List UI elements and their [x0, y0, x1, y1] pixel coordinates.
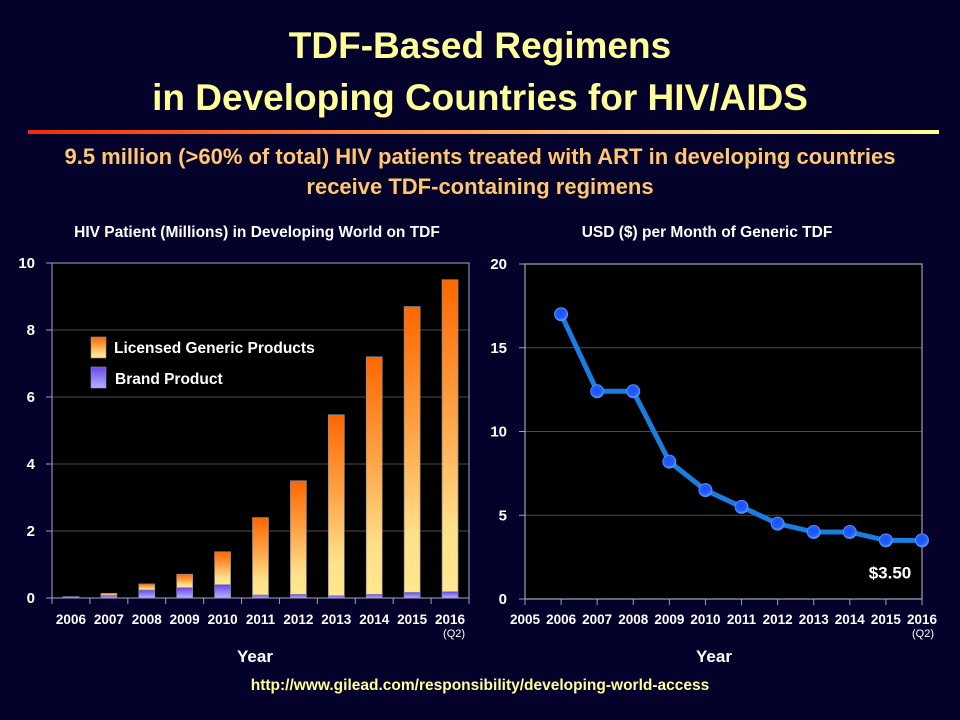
x-tick-label: 2009 [170, 612, 200, 627]
y-tick-label: 2 [27, 523, 35, 540]
subtitle-line2: receive TDF-containing regimens [306, 174, 654, 199]
slide-title-line1: TDF-Based Regimens [288, 25, 672, 66]
x-tick-label: 2015 [871, 612, 902, 627]
bar-segment-generic [327, 414, 345, 597]
price-annotation: $3.50 [869, 563, 912, 582]
data-point [590, 384, 605, 399]
bar-chart: HIV Patient (Millions) in Developing Wor… [18, 224, 470, 666]
data-point [554, 307, 569, 322]
x-tick-label: 2013 [799, 612, 830, 627]
y-tick-label: 4 [27, 456, 36, 473]
y-tick-label: 10 [18, 255, 35, 272]
x-tick-label: 2011 [727, 612, 757, 627]
line-gridlines [525, 347, 922, 516]
y-tick-label: 8 [27, 322, 35, 339]
y-tick-label: 0 [27, 590, 35, 607]
bar-segment-generic [441, 279, 459, 592]
bar-segment-generic [365, 356, 383, 595]
x-tick-label: 2010 [208, 612, 238, 627]
y-tick-label: 5 [499, 507, 507, 524]
data-point [662, 454, 677, 469]
x-tick-sublabel: (Q2) [443, 628, 465, 640]
title-divider [28, 130, 939, 134]
x-tick-label: 2005 [510, 612, 541, 627]
x-tick-label: 2009 [654, 612, 684, 627]
bar-segment-brand [100, 594, 118, 599]
bar-series [62, 279, 459, 599]
data-point [806, 525, 821, 539]
bar-segment-brand [214, 584, 231, 599]
bar-segment-brand [365, 593, 383, 599]
bar-segment-generic [100, 592, 118, 596]
bar-x-axis: 2006 2007 2008 2009 2010 2011 2012 2013 2014 2015… [51, 598, 470, 640]
legend-swatch-generic [90, 336, 107, 359]
legend-label-brand: Brand Product [115, 371, 223, 388]
x-tick-sublabel: (Q2) [912, 628, 934, 640]
x-tick-label: 2015 [397, 612, 428, 627]
x-tick-label: 2007 [582, 612, 612, 627]
bar-segment-brand [441, 591, 459, 599]
x-tick-label: 2016 [907, 612, 938, 627]
bar-segment-generic [176, 573, 194, 588]
data-point [770, 516, 785, 531]
x-tick-label: 2014 [835, 612, 866, 627]
bar-segment-brand [252, 594, 269, 599]
bar-segment-generic [252, 517, 269, 596]
line-x-axis: 2005 2006 2007 2008 2009 2010 2011 2012 2013 2014… [510, 598, 938, 640]
legend-label-generic: Licensed Generic Products [114, 340, 315, 357]
bar-segment-generic [214, 551, 231, 585]
bar-segment-generic [62, 596, 80, 598]
x-tick-label: 2008 [618, 612, 649, 627]
data-point [698, 483, 713, 498]
y-tick-label: 6 [27, 389, 35, 406]
y-tick-label: 15 [490, 340, 507, 357]
bar-segment-generic [138, 583, 156, 591]
bar-segment-generic [403, 306, 421, 593]
bar-chart-title: HIV Patient (Millions) in Developing Wor… [74, 224, 440, 241]
y-tick-label: 10 [490, 424, 507, 441]
source-url[interactable]: http://www.gilead.com/responsibility/dev… [250, 677, 710, 694]
line-series [554, 307, 929, 548]
bar-segment-generic [290, 480, 307, 595]
x-tick-label: 2012 [763, 612, 793, 627]
x-tick-label: 2011 [246, 612, 276, 627]
line-chart: USD ($) per Month of Generic TDF 0 5 10 15 2… [490, 224, 937, 666]
x-tick-label: 2010 [690, 612, 720, 627]
bar-y-axis: 0 2 4 6 8 10 [18, 255, 52, 607]
bar-segment-brand [290, 593, 307, 599]
line-plot-border [525, 263, 923, 599]
data-point [842, 525, 857, 539]
slide-title-line2: in Developing Countries for HIV/AIDS [152, 77, 808, 118]
bar-segment-brand [403, 591, 421, 599]
data-point [878, 533, 893, 548]
x-tick-label: 2006 [546, 612, 577, 627]
legend-swatch-brand [90, 366, 107, 389]
bar-segment-brand [327, 595, 345, 599]
data-point [915, 533, 929, 548]
y-tick-label: 0 [499, 591, 507, 608]
y-tick-label: 20 [490, 256, 507, 273]
x-tick-label: 2014 [359, 612, 390, 627]
subtitle-line1: 9.5 million (>60% of total) HIV patients… [64, 144, 896, 169]
line-chart-title: USD ($) per Month of Generic TDF [582, 224, 833, 241]
bar-segment-brand [138, 589, 156, 599]
bar-x-axis-label: Year [237, 647, 273, 666]
x-tick-label: 2013 [321, 612, 352, 627]
x-tick-label: 2007 [94, 612, 124, 627]
x-tick-label: 2008 [132, 612, 163, 627]
line-y-axis: 0 5 10 15 20 [490, 256, 526, 608]
line-x-axis-label: Year [696, 647, 732, 666]
bar-legend: Licensed Generic Products Brand Product [90, 336, 315, 389]
data-point [734, 499, 749, 514]
x-tick-label: 2016 [435, 612, 466, 627]
bar-segment-brand [176, 587, 194, 599]
data-point [626, 384, 641, 399]
x-tick-label: 2006 [56, 612, 87, 627]
x-tick-label: 2012 [283, 612, 313, 627]
